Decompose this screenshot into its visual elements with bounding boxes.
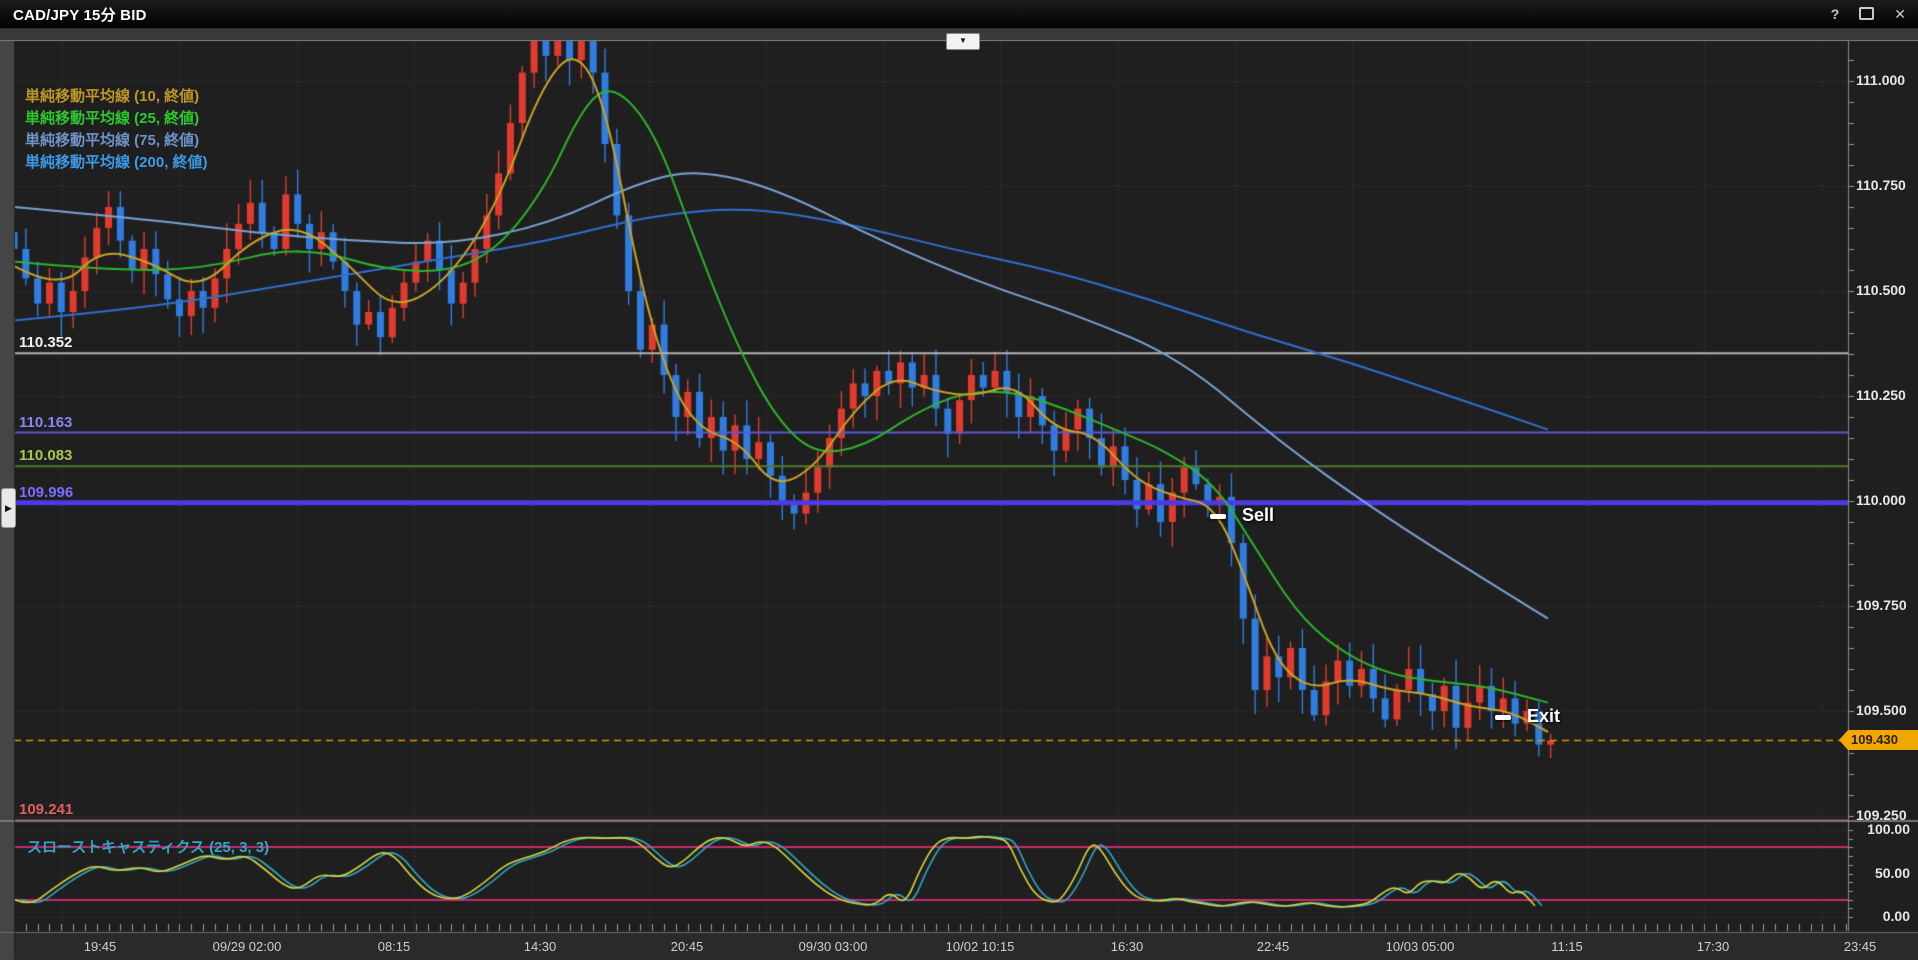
time-axis-label: 17:30 bbox=[1696, 939, 1730, 954]
price-badge-arrow-icon bbox=[1839, 730, 1848, 750]
trade-marker-label: Sell bbox=[1242, 504, 1275, 525]
price-axis-label: 110.750 bbox=[1856, 177, 1906, 193]
level-price-label: 109.241 bbox=[19, 800, 74, 818]
stoch-axis-label: 100.00 bbox=[1867, 821, 1910, 837]
close-icon[interactable]: ✕ bbox=[1894, 6, 1906, 22]
time-axis-label: 11:15 bbox=[1551, 939, 1583, 954]
stoch-axis-label: 0.00 bbox=[1882, 908, 1910, 924]
price-axis-label: 109.250 bbox=[1856, 807, 1907, 823]
time-axis-label: 10/02 10:15 bbox=[945, 939, 1015, 954]
stochastic-legend-label: スローストキャスティクス (25, 3, 3) bbox=[27, 839, 270, 856]
title-bar: CAD/JPY 15分 BID ? ✕ bbox=[0, 0, 1918, 29]
current-price-value: 109.430 bbox=[1848, 730, 1918, 750]
side-panel-expand-button[interactable]: ▶ bbox=[1, 488, 16, 528]
time-axis-label: 23:45 bbox=[1843, 939, 1877, 954]
trade-marker-dash bbox=[1210, 513, 1226, 519]
level-price-label: 109.996 bbox=[19, 483, 74, 501]
ma-legend-item: 単純移動平均線 (10, 終値) bbox=[25, 88, 200, 105]
price-axis-label: 109.750 bbox=[1856, 597, 1907, 613]
time-axis-label: 08:15 bbox=[377, 939, 411, 954]
window-controls: ? ✕ bbox=[1831, 0, 1906, 28]
ma-legend: 単純移動平均線 (10, 終値) 単純移動平均線 (25, 終値) 単純移動平均線 … bbox=[25, 86, 208, 174]
ma-legend-item: 単純移動平均線 (200, 終値) bbox=[25, 154, 208, 171]
toolbar-collapse-button[interactable]: ▼ bbox=[946, 33, 980, 50]
time-axis-label: 09/29 02:00 bbox=[212, 939, 282, 954]
level-price-label: 110.083 bbox=[19, 447, 73, 465]
current-price-badge: 109.430 bbox=[1839, 730, 1918, 750]
price-axis-label: 110.000 bbox=[1856, 492, 1906, 508]
time-axis-label: 14:30 bbox=[523, 939, 557, 954]
help-icon[interactable]: ? bbox=[1830, 6, 1840, 22]
time-axis-label: 22:45 bbox=[1256, 939, 1290, 954]
maximize-icon[interactable] bbox=[1859, 6, 1875, 22]
time-axis-label: 19:45 bbox=[83, 939, 117, 954]
time-axis-label: 20:45 bbox=[670, 939, 704, 954]
price-axis-label: 111.000 bbox=[1856, 72, 1906, 88]
time-axis-label: 09/30 03:00 bbox=[798, 939, 868, 954]
price-axis-label: 110.250 bbox=[1856, 387, 1906, 403]
ma-legend-item: 単純移動平均線 (75, 終値) bbox=[25, 132, 200, 149]
time-axis-label: 16:30 bbox=[1110, 939, 1144, 954]
trade-marker-dash bbox=[1495, 715, 1511, 721]
window-title: CAD/JPY 15分 BID bbox=[13, 6, 147, 24]
stoch-axis-label: 50.00 bbox=[1874, 864, 1910, 881]
level-price-label: 110.352 bbox=[19, 334, 73, 352]
price-axis-label: 110.500 bbox=[1856, 282, 1906, 298]
level-price-label: 110.163 bbox=[19, 413, 73, 431]
ma-legend-item: 単純移動平均線 (25, 終値) bbox=[25, 110, 200, 127]
trade-marker-label: Exit bbox=[1527, 706, 1561, 727]
time-axis-label: 10/03 05:00 bbox=[1385, 939, 1455, 954]
price-axis-label: 109.500 bbox=[1856, 702, 1907, 718]
